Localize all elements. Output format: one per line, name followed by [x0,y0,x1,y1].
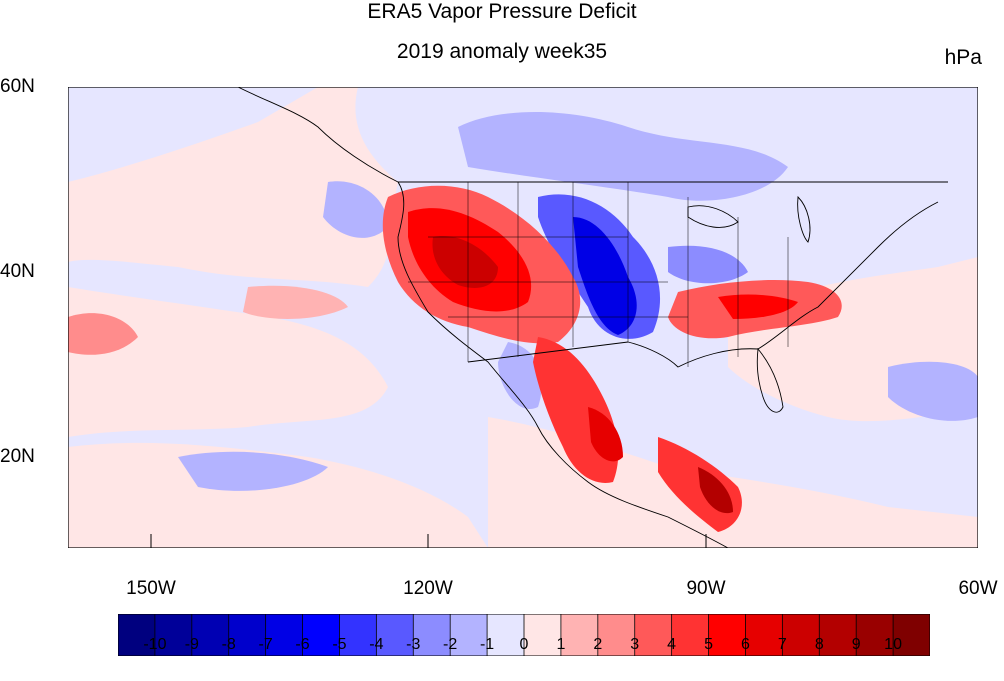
colorbar-swatch [781,614,821,656]
colorbar-label: -3 [406,636,421,653]
colorbar-swatch [375,614,415,656]
colorbar-label: 2 [593,636,603,653]
lat-label-40n: 40N [0,261,35,282]
colorbar-label: 0 [519,636,529,653]
colorbar-swatch [745,614,784,656]
coastlines [237,87,948,548]
lon-label-150w: 150W [126,578,176,599]
colorbar-label: 5 [704,636,713,653]
colorbar-label: 10 [884,636,902,653]
colorbar-swatch [339,614,378,656]
colorbar-swatch [449,614,488,656]
colorbar-label: 8 [814,636,824,653]
colorbar-swatch [228,614,267,656]
colorbar-swatch [892,614,930,656]
colorbar-swatch [597,614,636,656]
state-borders [408,182,789,367]
colorbar-label: -1 [479,636,495,653]
colorbar-swatch [412,614,452,656]
colorbar-swatch [191,614,230,656]
lat-label-20n: 20N [0,446,35,467]
vpd-anomaly-map [68,87,978,548]
colorbar-label: -9 [184,636,199,653]
colorbar-label: 4 [667,636,677,653]
map-subtitle: 2019 anomaly week35 [396,40,608,63]
colorbar-label: 6 [741,636,750,653]
colorbar-label: -10 [143,636,167,653]
colorbar-label: -7 [258,636,273,653]
colorbar-swatch [560,614,599,656]
colorbar [118,614,930,656]
colorbar-label: -6 [295,636,310,653]
colorbar-swatch [486,614,525,656]
lon-label-90w: 90W [686,578,726,599]
lon-label-120w: 120W [403,578,453,599]
colorbar-label: 9 [851,636,861,653]
lat-label-60n: 60N [0,76,35,97]
colorbar-swatch [855,614,894,656]
colorbar-label: 1 [556,636,566,653]
colorbar-label: -2 [443,636,458,653]
colorbar-label: 7 [777,636,787,653]
colorbar-swatch [154,614,193,656]
lon-label-60w: 60W [958,578,998,599]
colorbar-label: -4 [369,636,384,653]
colorbar-swatch [302,614,341,656]
colorbar-swatch [671,614,710,656]
anomaly-field [68,87,978,548]
colorbar-label: 3 [630,636,640,653]
colorbar-label: -5 [332,636,347,653]
colorbar-swatch [634,614,673,656]
colorbar-label: -8 [221,636,236,653]
units-label: hPa [944,46,982,69]
map-title: ERA5 Vapor Pressure Deficit [367,0,637,23]
